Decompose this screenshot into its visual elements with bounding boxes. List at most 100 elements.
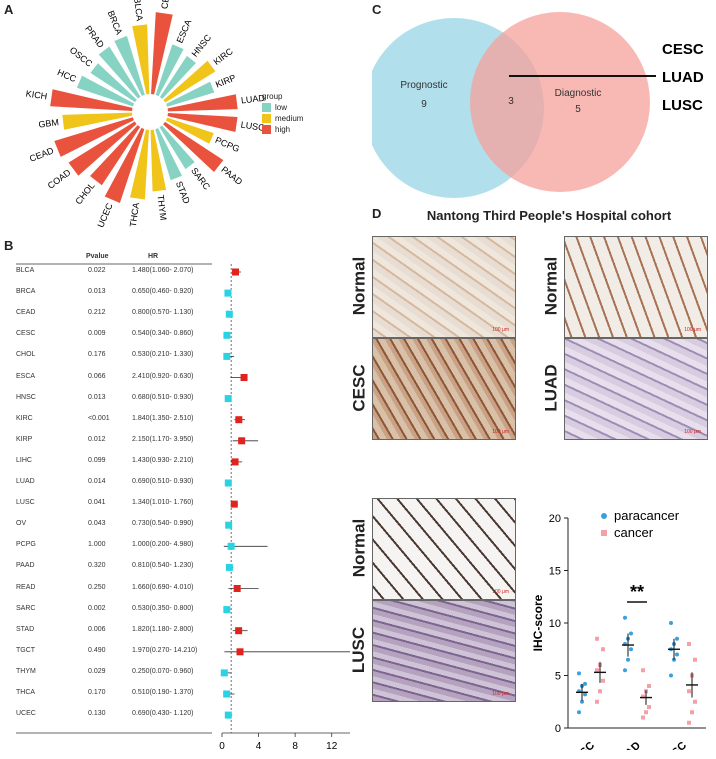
forest-cell-hr_text: 1.820(1.180- 2.800) xyxy=(132,625,194,633)
scale-bar-label: 100 μm xyxy=(684,429,701,435)
label-luad: LUAD xyxy=(541,364,561,412)
forest-cell-name: HNSC xyxy=(16,393,36,401)
venn-label-prognostic: Prognostic xyxy=(400,80,447,91)
forest-cell-name: TGCT xyxy=(16,646,36,654)
ihc-y-axis-label: IHC-score xyxy=(531,594,545,651)
ihc-point-paracancer xyxy=(623,668,627,673)
forest-point-lusc xyxy=(230,500,238,508)
venn-member-cesc: CESC xyxy=(662,41,704,58)
ihc-x-tick-label: LUAD xyxy=(613,740,643,750)
forest-point-paad xyxy=(225,563,233,571)
forest-cell-name: CESC xyxy=(16,330,36,338)
ihc-point-cancer xyxy=(598,689,602,694)
ihc-x-tick-label: LUSC xyxy=(659,740,689,750)
ihc-point-paracancer xyxy=(623,615,627,620)
forest-cell-name: SARC xyxy=(16,604,36,612)
radial-bar-cead xyxy=(54,117,134,157)
legend-swatch-medium xyxy=(262,114,271,123)
forest-cell-p: 0.320 xyxy=(88,562,106,570)
scale-bar-label: 100 μm xyxy=(492,327,509,333)
forest-cell-p: 0.022 xyxy=(88,267,106,274)
ihc-x-tick-label: CESC xyxy=(567,740,597,750)
radial-label-thca: THCA xyxy=(128,202,141,228)
forest-cell-p: 0.013 xyxy=(88,288,106,296)
ihc-legend-swatch-paracancer xyxy=(601,513,607,519)
label-normal-lusc: Normal xyxy=(349,518,369,578)
radial-bar-pcpg xyxy=(165,117,214,144)
forest-cell-name: OV xyxy=(16,520,27,528)
forest-cell-p: 0.041 xyxy=(88,499,106,507)
radial-bar-ucec xyxy=(104,127,145,204)
forest-point-ov xyxy=(225,521,233,529)
forest-point-tgct xyxy=(236,648,244,656)
radial-bar-kirp xyxy=(166,81,215,107)
forest-x-tick-label: 4 xyxy=(256,741,262,752)
radial-bar-sarc xyxy=(159,125,195,170)
venn-count-diagnostic: 5 xyxy=(575,104,581,115)
forest-cell-hr_text: 0.810(0.540- 1.230) xyxy=(132,562,194,570)
ihc-y-tick-label: 0 xyxy=(555,723,561,735)
forest-cell-hr_text: 2.410(0.920- 0.630) xyxy=(132,372,194,380)
forest-cell-name: KIRP xyxy=(16,435,33,443)
forest-cell-name: LUAD xyxy=(16,478,35,485)
forest-cell-p: 0.212 xyxy=(88,309,106,317)
ihc-point-paracancer xyxy=(626,657,630,662)
forest-cell-hr_text: 1.840(1.350- 2.510) xyxy=(132,414,194,422)
forest-cell-hr_text: 1.480(1.060- 2.070) xyxy=(132,267,194,274)
forest-cell-hr_text: 1.000(0.200- 4.980) xyxy=(132,541,194,549)
radial-bar-chol xyxy=(90,125,141,186)
radial-bar-lusc xyxy=(167,113,238,132)
forest-cell-name: THCA xyxy=(16,689,36,696)
forest-cell-p: 0.130 xyxy=(88,710,106,718)
radial-bar-gbm xyxy=(62,112,133,130)
forest-cell-p: 0.029 xyxy=(88,667,106,675)
forest-cell-name: CHOL xyxy=(16,351,36,359)
forest-cell-hr_text: 1.970(0.270- 14.210) xyxy=(132,646,198,654)
radial-bar-chart: BRCABLCACESCESCAHNSCKIRCKIRPLUADLUSCPCPG… xyxy=(25,0,266,229)
scale-bar-label: 100 μm xyxy=(492,429,509,435)
forest-cell-hr_text: 0.800(0.570- 1.130) xyxy=(132,309,194,317)
radial-bar-hcc xyxy=(76,75,135,107)
forest-point-read xyxy=(233,585,241,592)
radial-center-hole xyxy=(133,95,167,129)
ihc-point-cancer xyxy=(641,668,645,673)
radial-label-kich: KICH xyxy=(25,88,48,101)
forest-point-cead xyxy=(225,310,233,318)
scale-bar-label: 100 μm xyxy=(684,327,701,333)
micrograph-cesc-normal: 100 μm xyxy=(372,236,516,338)
ihc-point-cancer xyxy=(595,668,599,673)
forest-cell-hr_text: 0.690(0.510- 0.930) xyxy=(132,478,194,485)
label-normal-luad: Normal xyxy=(541,256,561,316)
ihc-point-cancer xyxy=(647,684,651,688)
radial-bar-kirc xyxy=(163,60,216,103)
forest-cell-name: UCEC xyxy=(16,710,36,718)
forest-x-tick-label: 0 xyxy=(219,741,225,752)
forest-cell-hr_text: 1.340(1.010- 1.760) xyxy=(132,499,194,507)
forest-cell-name: LIHC xyxy=(16,456,32,464)
legend-label-high: high xyxy=(275,125,291,134)
micrograph-luad-normal: 100 μm xyxy=(564,236,708,338)
legend-swatch-low xyxy=(262,103,271,112)
ihc-point-paracancer xyxy=(577,671,581,676)
radial-bar-paad xyxy=(163,121,224,172)
ihc-legend-swatch-cancer xyxy=(601,530,607,536)
ihc-point-paracancer xyxy=(629,631,633,636)
radial-label-blca: BLCA xyxy=(132,0,145,21)
forest-point-pcpg xyxy=(227,542,235,550)
ihc-point-cancer xyxy=(601,647,605,652)
panel-d-letter: D xyxy=(372,206,382,221)
radial-bar-oscc xyxy=(90,63,137,103)
ihc-point-paracancer xyxy=(675,636,679,641)
forest-point-thca xyxy=(223,690,231,698)
forest-cell-name: BRCA xyxy=(16,288,36,296)
forest-cell-p: <0.001 xyxy=(88,414,110,422)
forest-cell-p: 0.066 xyxy=(88,372,106,380)
forest-x-tick-label: 8 xyxy=(292,741,298,752)
forest-cell-name: CEAD xyxy=(16,309,36,317)
forest-cell-p: 0.009 xyxy=(88,330,106,338)
forest-point-hnsc xyxy=(224,395,232,403)
forest-point-sarc xyxy=(223,606,231,614)
radial-label-cesc: CESC xyxy=(159,0,173,10)
forest-cell-p: 0.014 xyxy=(88,478,106,485)
radial-label-lusc: LUSC xyxy=(240,120,266,133)
